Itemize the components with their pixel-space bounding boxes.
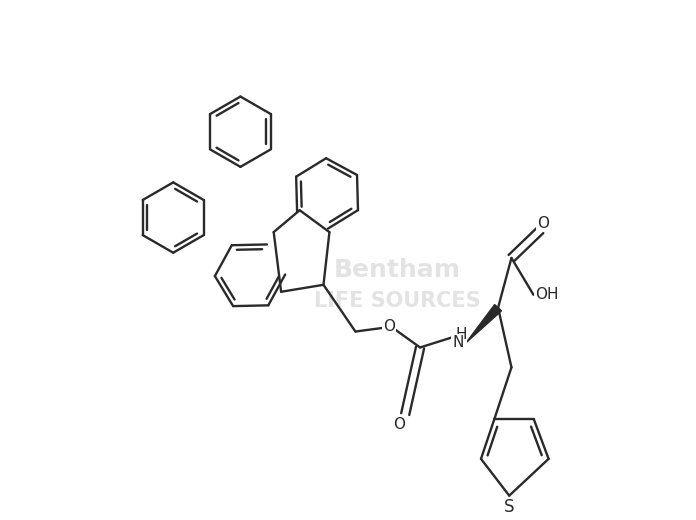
Text: N: N — [452, 335, 464, 350]
Text: O: O — [537, 216, 549, 231]
Text: O: O — [383, 319, 395, 333]
Text: OH: OH — [535, 287, 558, 302]
Polygon shape — [466, 305, 502, 343]
Text: O: O — [393, 417, 405, 432]
Text: S: S — [504, 498, 514, 516]
Text: Bentham: Bentham — [333, 258, 461, 282]
Text: H: H — [455, 328, 467, 343]
Text: LIFE SOURCES: LIFE SOURCES — [314, 291, 480, 311]
